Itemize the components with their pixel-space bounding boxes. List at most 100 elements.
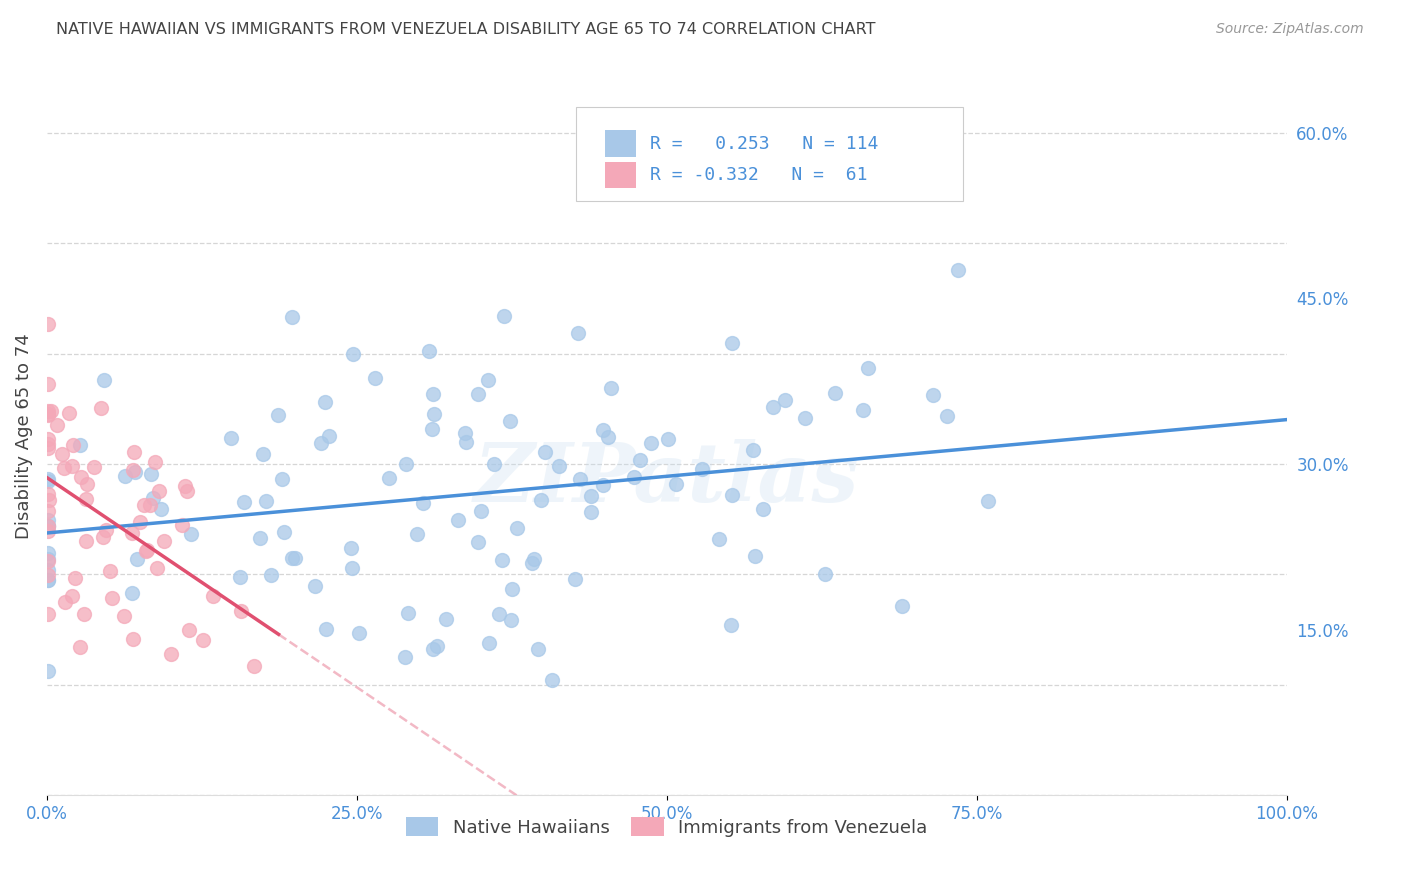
Point [423, 407, 446, 421]
Point [98, 565, 121, 579]
Text: ZIPatlas: ZIPatlas [474, 440, 859, 519]
Point [125, 552, 148, 566]
Point [138, 499, 160, 513]
Point [744, 549, 766, 563]
Point [93, 373, 115, 387]
Point [135, 544, 157, 558]
Point [170, 518, 193, 533]
Point [252, 447, 274, 461]
Point [148, 484, 170, 499]
Point [191, 632, 214, 647]
Point [267, 408, 290, 422]
Point [599, 380, 621, 394]
Point [314, 394, 336, 409]
Point [37, 403, 59, 417]
Point [342, 347, 364, 361]
Text: R =   0.253   N = 114: R = 0.253 N = 114 [650, 135, 877, 153]
Point [58, 406, 80, 420]
Point [69, 438, 91, 452]
Point [309, 436, 332, 450]
Point [229, 570, 252, 584]
Point [37, 568, 59, 582]
Point [467, 535, 489, 549]
Point [530, 493, 553, 508]
Point [418, 343, 440, 358]
Point [773, 393, 796, 408]
Point [946, 263, 969, 277]
Point [114, 469, 136, 483]
Point [37, 519, 59, 533]
Point [37, 607, 59, 621]
Point [37, 436, 59, 450]
Point [752, 502, 775, 516]
Point [484, 458, 506, 472]
Point [177, 623, 200, 637]
Point [547, 459, 569, 474]
Point [477, 373, 499, 387]
Point [922, 387, 945, 401]
Point [396, 606, 419, 620]
Point [180, 526, 202, 541]
Point [60, 458, 83, 473]
Point [447, 513, 470, 527]
Point [37, 474, 59, 488]
Point [395, 457, 418, 471]
Point [707, 532, 730, 546]
Point [37, 546, 59, 560]
Point [568, 472, 591, 486]
Point [364, 371, 387, 385]
Point [176, 483, 198, 498]
Point [470, 504, 492, 518]
Point [249, 531, 271, 545]
Point [37, 487, 59, 501]
Point [37, 518, 59, 533]
Point [422, 642, 444, 657]
Point [221, 431, 243, 445]
Point [37, 317, 59, 331]
Point [121, 586, 143, 600]
Point [564, 572, 586, 586]
Point [852, 402, 875, 417]
Point [37, 442, 59, 456]
Legend: Native Hawaiians, Immigrants from Venezuela: Native Hawaiians, Immigrants from Venezu… [399, 810, 935, 844]
Point [721, 488, 744, 502]
Point [579, 489, 602, 503]
Point [592, 477, 614, 491]
Text: Source: ZipAtlas.com: Source: ZipAtlas.com [1216, 22, 1364, 37]
Point [315, 622, 337, 636]
Point [488, 607, 510, 621]
Point [37, 504, 59, 518]
Point [124, 465, 146, 479]
Point [37, 573, 59, 587]
Point [37, 518, 59, 533]
Text: R = -0.332   N =  61: R = -0.332 N = 61 [650, 166, 868, 184]
Point [501, 582, 523, 597]
Point [891, 599, 914, 614]
Point [70, 470, 93, 484]
Point [304, 579, 326, 593]
Point [814, 567, 837, 582]
Point [640, 436, 662, 450]
Point [63, 571, 86, 585]
Point [37, 409, 59, 423]
Point [145, 455, 167, 469]
Point [340, 560, 363, 574]
Point [420, 422, 443, 436]
Point [37, 513, 59, 527]
Point [623, 470, 645, 484]
Point [422, 386, 444, 401]
Point [260, 568, 283, 582]
Point [273, 525, 295, 540]
Point [579, 505, 602, 519]
Point [37, 432, 59, 446]
Point [793, 411, 815, 425]
Point [284, 550, 307, 565]
Point [254, 493, 277, 508]
Point [76, 476, 98, 491]
Point [201, 589, 224, 603]
Point [478, 636, 501, 650]
Point [520, 556, 543, 570]
Point [122, 462, 145, 476]
Point [494, 309, 516, 323]
Point [51, 447, 73, 461]
